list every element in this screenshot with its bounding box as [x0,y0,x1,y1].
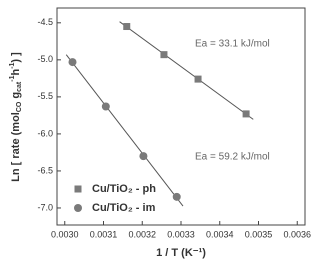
marker-circle [139,152,148,161]
x-tick-label: 0.0030 [51,229,79,239]
y-tick-label: -5.0 [37,54,53,64]
y-axis-label-part: CO [16,101,23,112]
y-axis-label: Ln [ rate (molCO gcat-1h-1) ] [9,52,23,182]
fit-line [119,21,254,120]
legend-label: Cu/TiO₂ - ph [92,183,156,195]
annotation: Ea = 33.1 kJ/mol [195,39,270,50]
marker-square [194,75,202,83]
marker-square [74,185,82,193]
x-tick-label: 0.0036 [283,229,311,239]
annotation: Ea = 59.2 kJ/mol [195,152,270,163]
x-tick-label: 0.0033 [167,229,195,239]
y-tick-label: -5.5 [37,91,53,101]
y-axis-label-part: cat [16,81,23,92]
fit-line [65,54,184,207]
x-tick-label: 0.0034 [206,229,234,239]
y-axis-label-part: ) ] [10,52,22,63]
y-axis-label-part: -1 [9,62,16,68]
y-tick-label: -7.0 [37,202,53,212]
marker-square [123,23,131,31]
marker-circle [68,58,77,67]
marker-circle [101,102,110,111]
legend-label: Cu/TiO₂ - im [92,202,156,214]
x-axis-label: 1 / T (K⁻¹) [156,247,206,259]
y-tick-label: -4.5 [37,17,53,27]
y-tick-label: -6.0 [37,128,53,138]
y-axis-label-part: -1 [9,75,16,81]
chart: 1 / T (K⁻¹) Ln [ rate (molCO gcat-1h-1) … [9,7,311,259]
x-tick-label: 0.0031 [90,229,118,239]
y-axis-label-part: g [10,92,22,102]
y-axis-label-part: Ln [ rate (mol [10,112,22,182]
y-axis-label-part: h [10,69,22,76]
marker-circle [74,204,82,212]
marker-square [242,110,250,118]
x-tick-label: 0.0032 [128,229,156,239]
y-tick-label: -6.5 [37,165,53,175]
x-tick-label: 0.0035 [245,229,273,239]
marker-square [160,51,168,59]
marker-circle [172,192,181,201]
